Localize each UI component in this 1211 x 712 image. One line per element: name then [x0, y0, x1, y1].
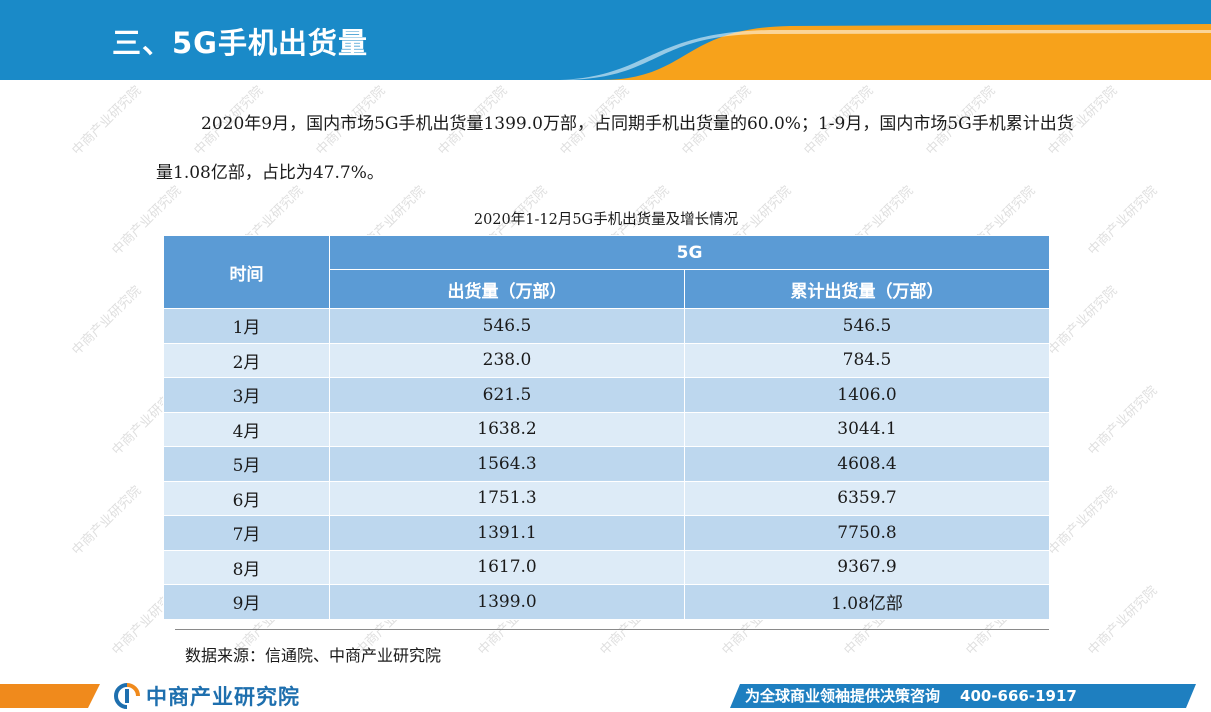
cell-month: 6月: [163, 480, 330, 516]
table-row: 3月 621.5 1406.0: [163, 377, 1051, 413]
cell-shipments: 1391.1: [329, 515, 685, 551]
intro-paragraph: 2020年9月，国内市场5G手机出货量1399.0万部，占同期手机出货量的60.…: [156, 100, 1076, 198]
slogan-text: 为全球商业领袖提供决策咨询: [745, 687, 941, 705]
table-row: 7月 1391.1 7750.8: [163, 515, 1051, 551]
logo-mark-icon: [114, 683, 140, 709]
cell-cumulative: 1406.0: [683, 377, 1051, 413]
watermark-text: 中商产业研究院: [1085, 383, 1161, 459]
footer-bar: [0, 680, 1211, 712]
watermark-text: 中商产业研究院: [1085, 183, 1161, 259]
source-divider: [175, 629, 1049, 630]
cell-shipments: 1564.3: [329, 446, 685, 482]
footer-slogan: 为全球商业领袖提供决策咨询 400-666-1917: [745, 685, 1077, 706]
cell-month: 3月: [163, 377, 330, 413]
shipments-table: 时间 5G 出货量（万部） 累计出货量（万部） 1月 546.5 546.5 2…: [163, 235, 1051, 620]
table-row: 9月 1399.0 1.08亿部: [163, 584, 1051, 620]
watermark-text: 中商产业研究院: [69, 83, 145, 159]
table-row: 5月 1564.3 4608.4: [163, 446, 1051, 482]
footer-logo: 中商产业研究院: [112, 682, 300, 710]
phone-number: 400-666-1917: [960, 687, 1077, 705]
header-shipments: 出货量（万部）: [329, 269, 685, 309]
table-row: 6月 1751.3 6359.7: [163, 480, 1051, 516]
table-row: 4月 1638.2 3044.1: [163, 411, 1051, 447]
cell-shipments: 1751.3: [329, 480, 685, 516]
cell-month: 7月: [163, 515, 330, 551]
watermark-text: 中商产业研究院: [69, 283, 145, 359]
cell-shipments: 238.0: [329, 342, 685, 378]
watermark-text: 中商产业研究院: [1085, 583, 1161, 659]
cell-cumulative: 6359.7: [683, 480, 1051, 516]
header-5g-group: 5G: [328, 235, 1051, 270]
cell-month: 1月: [163, 308, 330, 344]
cell-month: 8月: [163, 549, 330, 585]
cell-cumulative: 7750.8: [683, 515, 1051, 551]
table-row: 8月 1617.0 9367.9: [163, 549, 1051, 585]
cell-cumulative: 9367.9: [683, 549, 1051, 585]
cell-shipments: 1399.0: [329, 584, 685, 620]
cell-cumulative: 784.5: [683, 342, 1051, 378]
cell-month: 5月: [163, 446, 330, 482]
cell-month: 4月: [163, 411, 330, 447]
cell-month: 9月: [163, 584, 330, 620]
cell-shipments: 1638.2: [329, 411, 685, 447]
header-banner: 三、5G手机出货量: [0, 0, 1211, 80]
cell-shipments: 546.5: [329, 308, 685, 344]
watermark-text: 中商产业研究院: [1045, 283, 1121, 359]
data-source: 数据来源：信通院、中商产业研究院: [185, 646, 442, 665]
watermark-text: 中商产业研究院: [69, 483, 145, 559]
cell-shipments: 1617.0: [329, 549, 685, 585]
table-row: 1月 546.5 546.5: [163, 308, 1051, 344]
watermark-text: 中商产业研究院: [1045, 483, 1121, 559]
page-title: 三、5G手机出货量: [112, 26, 368, 60]
cell-shipments: 621.5: [329, 377, 685, 413]
cell-month: 2月: [163, 342, 330, 378]
header-time: 时间: [163, 235, 330, 309]
cell-cumulative: 4608.4: [683, 446, 1051, 482]
cell-cumulative: 3044.1: [683, 411, 1051, 447]
cell-cumulative: 546.5: [683, 308, 1051, 344]
logo-text: 中商产业研究院: [146, 685, 300, 709]
table-row: 2月 238.0 784.5: [163, 342, 1051, 378]
intro-text: 2020年9月，国内市场5G手机出货量1399.0万部，占同期手机出货量的60.…: [156, 114, 1074, 183]
cell-cumulative: 1.08亿部: [683, 584, 1051, 620]
footer-background: [0, 684, 1196, 708]
table-title: 2020年1-12月5G手机出货量及增长情况: [473, 212, 739, 228]
header-background: [0, 0, 1211, 80]
header-cumulative: 累计出货量（万部）: [683, 269, 1051, 309]
